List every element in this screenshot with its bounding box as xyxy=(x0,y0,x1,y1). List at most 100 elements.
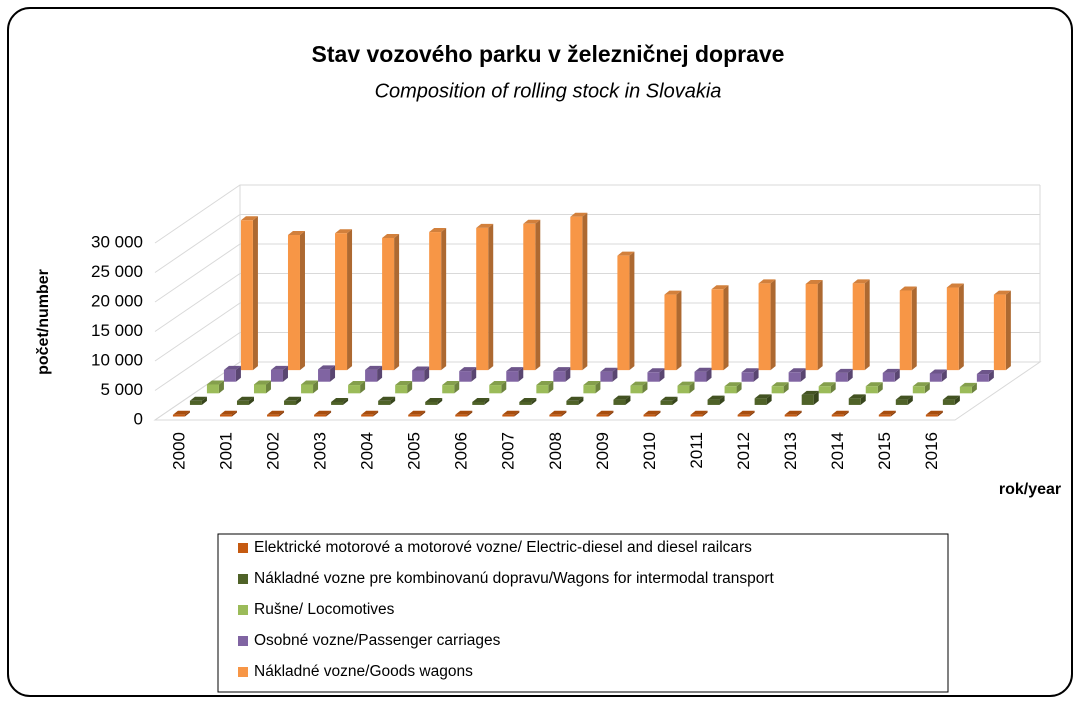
bar-side xyxy=(394,233,400,371)
bar xyxy=(549,414,562,417)
bar-top xyxy=(267,410,285,415)
bar-side xyxy=(420,410,426,417)
bar-side xyxy=(706,367,712,382)
x-tick-label: 2003 xyxy=(310,432,329,470)
bar xyxy=(835,372,848,382)
bar xyxy=(613,399,626,405)
bar xyxy=(818,386,831,394)
bar-side xyxy=(937,410,943,417)
bar xyxy=(270,369,283,382)
legend-swatch xyxy=(238,605,248,615)
bar xyxy=(741,372,754,382)
bar-side xyxy=(958,283,964,371)
bar-top xyxy=(314,410,332,415)
bar xyxy=(707,399,720,405)
bar-side xyxy=(595,381,601,394)
bar-side xyxy=(766,394,772,405)
bar-side xyxy=(514,410,520,417)
bar xyxy=(711,289,724,371)
bar-side xyxy=(484,397,490,405)
bar-top xyxy=(630,381,648,386)
bar-side xyxy=(231,410,237,417)
bar-top xyxy=(617,251,635,256)
bar-top xyxy=(361,410,379,415)
bar-top xyxy=(335,229,353,234)
bar-top xyxy=(878,410,896,415)
bar-top xyxy=(566,396,584,401)
bar-side xyxy=(890,410,896,417)
bar-top xyxy=(395,381,413,386)
bar xyxy=(523,223,536,371)
bar xyxy=(348,385,361,394)
bar-top xyxy=(189,396,207,401)
bar-top xyxy=(784,410,802,415)
legend-label: Osobné vozne/Passenger carriages xyxy=(254,632,501,649)
bar-top xyxy=(270,365,288,370)
bar xyxy=(502,414,515,417)
legend-label: Rušne/ Locomotives xyxy=(254,601,395,618)
bar-top xyxy=(549,410,567,415)
bar-top xyxy=(865,382,883,387)
bar xyxy=(946,287,959,371)
bar xyxy=(335,233,348,371)
bar xyxy=(476,227,489,371)
bar-side xyxy=(582,212,588,371)
bar-side xyxy=(796,410,802,417)
bar-top xyxy=(172,410,190,415)
bar-top xyxy=(737,410,755,415)
bar-top xyxy=(677,381,695,386)
bar-top xyxy=(788,368,806,373)
bar-side xyxy=(843,410,849,417)
bar xyxy=(942,399,955,405)
y-tick-label: 15 000 xyxy=(91,321,143,340)
bar xyxy=(455,414,468,417)
y-tick-label: 30 000 xyxy=(91,232,143,251)
bar-side xyxy=(941,369,947,382)
bar-top xyxy=(472,397,490,402)
bar-side xyxy=(894,368,900,382)
bar-top xyxy=(959,382,977,387)
bar-top xyxy=(429,228,447,233)
legend-swatch xyxy=(238,636,248,646)
y-tick-label: 5 000 xyxy=(100,380,143,399)
bar-top xyxy=(664,290,682,295)
bar-side xyxy=(248,396,254,405)
bar-side xyxy=(488,223,494,371)
legend-swatch xyxy=(238,574,248,584)
bar-top xyxy=(455,410,473,415)
bar-top xyxy=(758,279,776,284)
bar xyxy=(852,283,865,371)
bar-top xyxy=(613,395,631,400)
bar-top xyxy=(425,397,443,402)
bar xyxy=(925,414,938,417)
bar-top xyxy=(553,367,571,372)
bar xyxy=(583,385,596,394)
bar-top xyxy=(771,382,789,387)
bar-top xyxy=(476,223,494,228)
bar-top xyxy=(724,382,742,387)
bar xyxy=(878,414,891,417)
bar-top xyxy=(946,283,964,288)
bar xyxy=(365,369,378,382)
bar-side xyxy=(561,410,567,417)
bar xyxy=(801,394,814,405)
bar-top xyxy=(331,397,349,402)
bar xyxy=(459,371,472,382)
bar xyxy=(301,384,314,394)
x-tick-label: 2000 xyxy=(169,432,188,470)
x-tick-label: 2012 xyxy=(734,432,753,470)
x-tick-label: 2010 xyxy=(640,432,659,470)
bar-side xyxy=(265,380,271,394)
bar xyxy=(617,255,630,371)
bar xyxy=(865,386,878,394)
x-tick-label: 2015 xyxy=(875,432,894,470)
bar-top xyxy=(805,279,823,284)
legend-label: Elektrické motorové a motorové vozne/ El… xyxy=(254,539,752,556)
bar-side xyxy=(326,410,332,417)
bar-top xyxy=(835,368,853,373)
bar-side xyxy=(864,279,870,371)
bar-side xyxy=(184,410,190,417)
bar-top xyxy=(206,380,224,385)
bar xyxy=(240,220,253,371)
bar-side xyxy=(467,410,473,417)
